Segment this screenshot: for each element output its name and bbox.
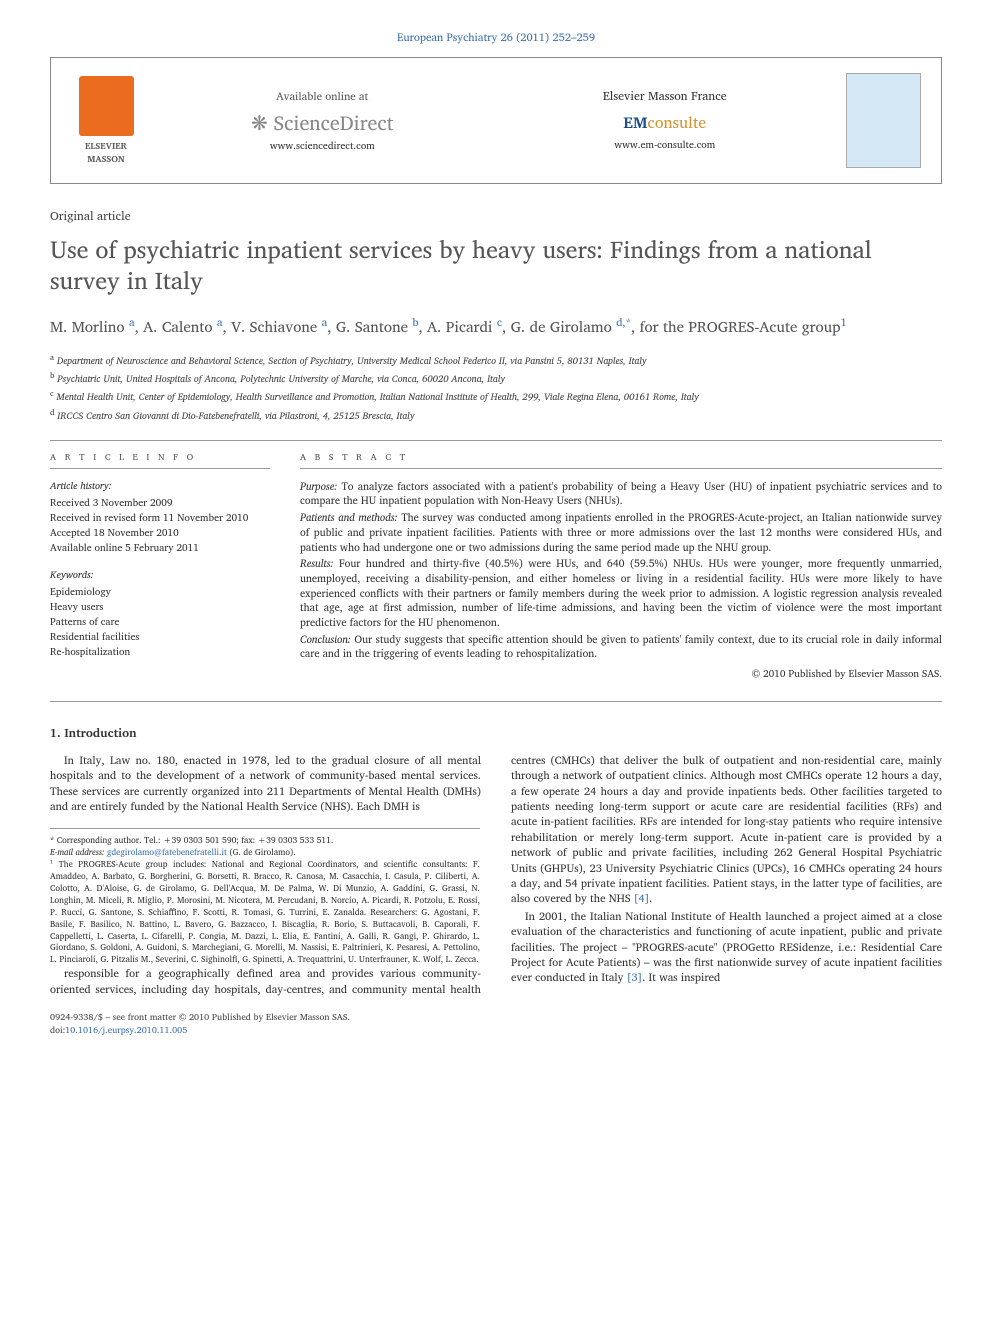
citation-4[interactable]: [4] (634, 889, 650, 907)
abstract: A B S T R A C T Purpose: To analyze fact… (300, 451, 942, 681)
abstract-heading: A B S T R A C T (300, 451, 942, 469)
history-line: Received in revised form 11 November 201… (50, 511, 270, 526)
sd-url[interactable]: www.sciencedirect.com (161, 139, 484, 153)
journal-banner: ELSEVIER MASSON Available online at ❋ Sc… (50, 57, 942, 184)
author: V. Schiavone a (231, 314, 327, 339)
em-consulte-section: Elsevier Masson France EMconsulte www.em… (504, 89, 827, 152)
author: M. Morlino a (50, 314, 135, 339)
history-line: Received 3 November 2009 (50, 496, 270, 511)
abstract-results: Four hundred and thirty-five (40.5%) wer… (300, 554, 942, 631)
em-url[interactable]: www.em-consulte.com (504, 138, 827, 152)
affiliation: b Psychiatric Unit, United Hospitals of … (50, 369, 942, 387)
keyword: Epidemiology (50, 585, 270, 600)
article-type: Original article (50, 209, 942, 226)
divider (50, 440, 942, 441)
keywords-label: Keywords: (50, 568, 270, 583)
citation-3[interactable]: [3] (627, 968, 643, 986)
keyword: Patterns of care (50, 615, 270, 630)
affiliation: c Mental Health Unit, Center of Epidemio… (50, 387, 942, 405)
keyword: Heavy users (50, 600, 270, 615)
sd-available-label: Available online at (161, 89, 484, 104)
authors-list: M. Morlino a, A. Calento a, V. Schiavone… (50, 315, 942, 337)
intro-para-3: In 2001, the Italian National Institute … (511, 909, 942, 986)
history-line: Available online 5 February 2011 (50, 541, 270, 556)
elsevier-tree-icon (79, 76, 134, 136)
intro-body: In Italy, Law no. 180, enacted in 1978, … (50, 753, 942, 997)
abstract-copyright: © 2010 Published by Elsevier Masson SAS. (300, 667, 942, 681)
abstract-conclusion: Our study suggests that specific attenti… (300, 630, 942, 663)
elsevier-logo: ELSEVIER MASSON (71, 76, 141, 165)
group-footnote: ¹ The PROGRES-Acute group includes: Nati… (50, 859, 480, 966)
history-label: Article history: (50, 479, 270, 494)
history-line: Accepted 18 November 2010 (50, 526, 270, 541)
doi-link[interactable]: 10.1016/j.eurpsy.2010.11.005 (65, 1022, 187, 1037)
author-group: , for the PROGRES-Acute group1 (631, 314, 847, 339)
intro-heading: 1. Introduction (50, 726, 942, 743)
affiliations: a Department of Neuroscience and Behavio… (50, 351, 942, 425)
keyword: Residential facilities (50, 630, 270, 645)
bottom-meta: 0924-9338/$ – see front matter © 2010 Pu… (50, 1011, 942, 1036)
abstract-purpose: To analyze factors associated with a pat… (300, 477, 942, 510)
author: G. de Girolamo d,* (511, 314, 631, 339)
elsevier-label: ELSEVIER MASSON (71, 140, 141, 165)
author: G. Santone b (336, 314, 419, 339)
intro-para-1: In Italy, Law no. 180, enacted in 1978, … (50, 753, 481, 815)
author: A. Picardi c (427, 314, 502, 339)
article-info-heading: A R T I C L E I N F O (50, 451, 270, 469)
sciencedirect-section: Available online at ❋ ScienceDirect www.… (161, 89, 484, 152)
article-title: Use of psychiatric inpatient services by… (50, 234, 942, 296)
journal-header: European Psychiatry 26 (2011) 252–259 (50, 30, 942, 45)
sciencedirect-logo: ❋ ScienceDirect (161, 109, 484, 137)
doi-label: doi: (50, 1022, 65, 1037)
divider (50, 701, 942, 702)
author: A. Calento a (143, 314, 222, 339)
affiliation: a Department of Neuroscience and Behavio… (50, 351, 942, 369)
article-info-sidebar: A R T I C L E I N F O Article history: R… (50, 451, 270, 681)
em-title: Elsevier Masson France (504, 89, 827, 106)
journal-cover-thumbnail (846, 73, 921, 168)
keyword: Re-hospitalization (50, 645, 270, 660)
affiliation: d IRCCS Centro San Giovanni di Dio-Fateb… (50, 406, 942, 424)
footnotes: * Corresponding author. Tel.: +39 0303 5… (50, 828, 480, 966)
em-consulte-logo: EMconsulte (504, 112, 827, 134)
